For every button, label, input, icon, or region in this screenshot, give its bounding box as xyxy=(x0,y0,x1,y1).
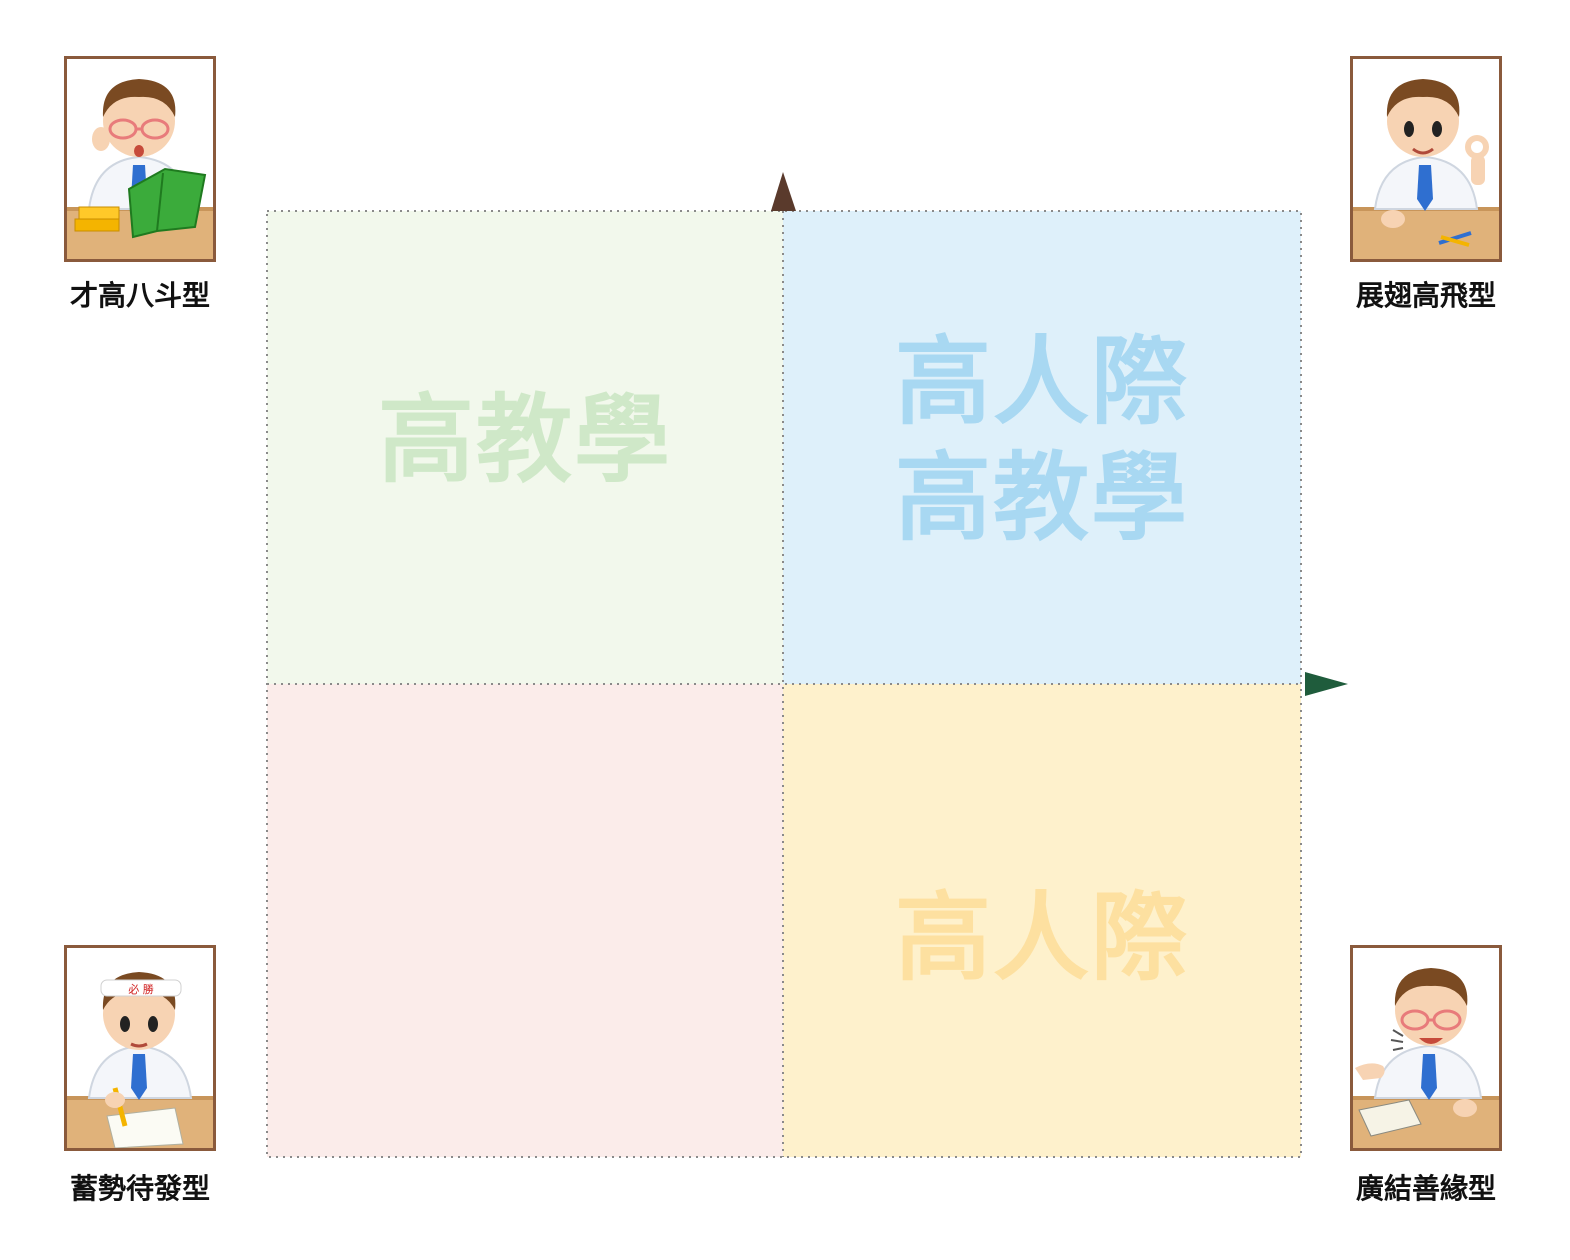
persona-label-bottom-left: 蓄勢待發型 xyxy=(69,1172,210,1205)
quadrant-top-left xyxy=(267,211,783,684)
quadrant-text-line: 高教學 xyxy=(895,442,1189,554)
persona-portrait-top-left xyxy=(64,56,216,262)
quadrant-text-line: 高人際 xyxy=(895,326,1189,438)
reading-teacher-icon xyxy=(67,79,213,259)
vertical-axis-arrow-icon xyxy=(771,172,796,211)
persona-label-top-left: 才高八斗型 xyxy=(69,279,210,312)
persona-portrait-bottom-left: 必 勝 xyxy=(64,945,216,1151)
quadrant-top-left-text: 高教學 xyxy=(267,382,783,498)
quadrant-top-right xyxy=(783,211,1301,684)
persona-label-top-right: 展翅高飛型 xyxy=(1355,279,1496,312)
quadrant-top-right-text: 高人際 高教學 xyxy=(783,324,1301,556)
sociable-teacher-icon xyxy=(1353,968,1499,1148)
confident-teacher-icon xyxy=(1353,79,1499,259)
headband-text: 必 勝 xyxy=(128,982,154,996)
quadrant-text-line: 高人際 xyxy=(895,882,1189,994)
quadrant-text-line: 高教學 xyxy=(378,384,672,496)
studying-teacher-icon: 必 勝 xyxy=(67,972,213,1148)
quadrant-bottom-right-text: 高人際 xyxy=(783,880,1301,996)
persona-label-bottom-right: 廣結善緣型 xyxy=(1355,1172,1496,1205)
persona-portrait-top-right xyxy=(1350,56,1502,262)
horizontal-axis-arrow-icon xyxy=(1305,672,1348,696)
quadrant-bottom-right xyxy=(783,684,1301,1157)
persona-portrait-bottom-right xyxy=(1350,945,1502,1151)
quadrant-bottom-left xyxy=(267,684,783,1157)
